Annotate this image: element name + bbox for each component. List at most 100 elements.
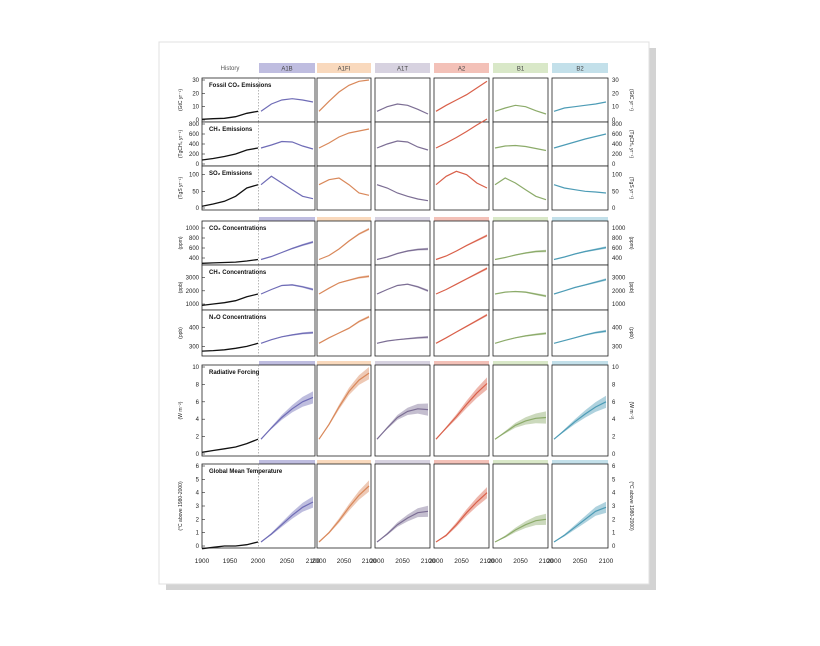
panel-frame-b1 <box>492 121 549 167</box>
scenario-band-strip <box>434 460 489 464</box>
uncertainty-band-a1fi <box>319 480 369 542</box>
panel-frame-b2 <box>551 463 609 549</box>
history-line <box>201 438 259 453</box>
panel-title: CH₄ Concentrations <box>209 270 267 276</box>
series-line-b2 <box>553 184 607 194</box>
panel-frame-a1t <box>374 121 431 167</box>
x-tick-label: 2100 <box>421 558 436 565</box>
history-line <box>201 147 259 161</box>
series-line-a1b <box>260 241 314 261</box>
y-axis-unit-right: (W m⁻²) <box>628 402 634 420</box>
x-tick-label: 2100 <box>306 558 321 565</box>
y-axis-unit-left: (W m⁻²) <box>178 401 184 419</box>
y-tick-label-left: 0 <box>196 162 200 168</box>
y-tick-label-left: 1000 <box>186 226 200 232</box>
uncertainty-band-a1t <box>377 505 428 542</box>
scenario-label-a1t: A1T <box>397 67 408 73</box>
y-tick-label-left: 400 <box>189 142 200 148</box>
y-tick-label-right: 600 <box>612 246 623 252</box>
y-tick-label-left: 1000 <box>186 302 200 308</box>
series-line-a1t <box>376 510 429 543</box>
scenario-band-strip <box>259 460 315 464</box>
y-tick-label-left: 3 <box>196 504 200 510</box>
y-tick-label-right: 6 <box>612 464 616 470</box>
scenario-band-strip <box>493 217 548 221</box>
y-tick-label-left: 10 <box>192 105 199 111</box>
y-tick-label-right: 1 <box>612 531 616 537</box>
y-tick-label-left: 2 <box>196 517 200 523</box>
scenario-band-strip <box>375 460 430 464</box>
series-line-b1 <box>494 332 547 344</box>
series-line-a1fi <box>318 177 370 196</box>
y-tick-label-right: 3000 <box>612 276 626 282</box>
y-tick-label-left: 20 <box>192 91 199 97</box>
y-tick-label-left: 8 <box>196 382 200 388</box>
panel-frame-a1t <box>374 309 431 357</box>
series-line-a1fi <box>318 275 370 295</box>
series-line-a1t <box>376 140 429 151</box>
series-line-a2 <box>435 492 488 543</box>
series-line-a1fi <box>318 485 370 543</box>
series-line-a1t <box>376 336 429 344</box>
series-line-a2 <box>435 80 488 112</box>
y-tick-label-right: 400 <box>612 325 623 331</box>
x-tick-label: 2000 <box>547 558 562 565</box>
y-tick-label-right: 50 <box>612 189 619 195</box>
y-tick-label-right: 400 <box>612 256 623 262</box>
panel-frame-b1 <box>492 77 549 123</box>
x-tick-label: 2050 <box>280 558 295 565</box>
series-line-a1fi <box>318 128 370 149</box>
scenario-tab-a1t <box>375 63 430 73</box>
y-tick-label-right: 400 <box>612 142 623 148</box>
series-line-a1b <box>260 140 314 150</box>
scenario-band-strip <box>552 460 608 464</box>
panel-frame-a2 <box>433 309 490 357</box>
series-line-a1t <box>376 184 429 202</box>
series-line-a1fi <box>318 372 370 440</box>
panel-frame-b2 <box>551 309 609 357</box>
y-tick-label-right: 1000 <box>612 302 626 308</box>
series-line-a1fi <box>318 228 370 261</box>
scenario-band-strip <box>493 361 548 365</box>
y-axis-unit-left: (GtC yr⁻¹) <box>178 89 184 111</box>
y-tick-label-left: 0 <box>196 118 200 124</box>
y-tick-label-right: 800 <box>612 236 623 242</box>
panel-title: SO₂ Emissions <box>209 171 253 177</box>
y-tick-label-left: 4 <box>196 417 200 423</box>
panel-frame-b2 <box>551 121 609 167</box>
panel-frame-b2 <box>551 364 609 457</box>
x-tick-label: 2100 <box>599 558 614 565</box>
y-tick-label-left: 600 <box>189 246 200 252</box>
y-axis-unit-right: (°C above 1980-2000) <box>628 481 634 531</box>
x-tick-label: 2000 <box>488 558 503 565</box>
scenario-tab-a1b <box>259 63 315 73</box>
x-tick-label: 2000 <box>429 558 444 565</box>
history-line <box>201 541 259 550</box>
series-line-b2 <box>553 246 607 261</box>
y-tick-label-left: 6 <box>196 400 200 406</box>
y-tick-label-right: 800 <box>612 122 623 128</box>
panel-title: N₂O Concentrations <box>209 315 267 321</box>
panel-frame-a2 <box>433 220 490 266</box>
panel-frame-a1fi <box>316 309 372 357</box>
scenario-tab-b2 <box>552 63 608 73</box>
y-tick-label-right: 0 <box>612 118 616 124</box>
y-tick-label-left: 0 <box>196 544 200 550</box>
panel-title: Radiative Forcing <box>209 370 260 376</box>
y-tick-label-left: 400 <box>189 256 200 262</box>
scenario-label-a1b: A1B <box>281 67 292 73</box>
y-tick-label-right: 4 <box>612 417 616 423</box>
y-tick-label-right: 3 <box>612 504 616 510</box>
panel-frame-b2 <box>551 165 609 211</box>
x-tick-label: 2050 <box>337 558 352 565</box>
panel-frame-a1t <box>374 165 431 211</box>
x-tick-label: 2050 <box>513 558 528 565</box>
y-tick-label-left: 3000 <box>186 276 200 282</box>
y-tick-label-left: 2 <box>196 435 200 441</box>
series-line-a2 <box>435 267 488 295</box>
y-tick-label-left: 1 <box>196 531 200 537</box>
y-tick-label-left: 200 <box>189 152 200 158</box>
y-axis-unit-right: (GtC yr⁻¹) <box>628 89 634 111</box>
